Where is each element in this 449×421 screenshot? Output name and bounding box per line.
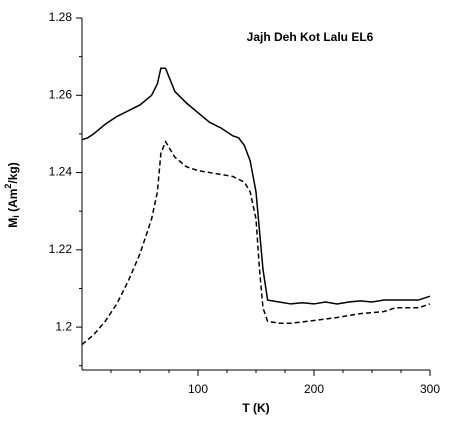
y-tick-label: 1.28 (49, 10, 73, 24)
data-line (81, 67, 431, 305)
y-axis-label: Mi (Am2/kg) (3, 162, 21, 228)
y-label-part: (Am (6, 189, 20, 216)
y-tick-label: 1.24 (49, 165, 73, 179)
y-label-sup: 2 (3, 184, 13, 189)
data-line (81, 139, 431, 346)
x-tick-label: 300 (420, 382, 440, 396)
x-tick-label: 100 (188, 382, 208, 396)
x-tick-label: 200 (304, 382, 324, 396)
y-tick-label: 1.26 (49, 87, 73, 101)
y-tick-label: 1.2 (55, 319, 72, 333)
x-axis-label: T (K) (242, 401, 269, 415)
y-label-part: /kg) (6, 162, 20, 183)
y-tick-label: 1.22 (49, 242, 73, 256)
chart-title: Jajh Deh Kot Lalu EL6 (247, 30, 374, 44)
y-label-part: M (6, 218, 20, 228)
y-label-sub: i (11, 215, 21, 218)
